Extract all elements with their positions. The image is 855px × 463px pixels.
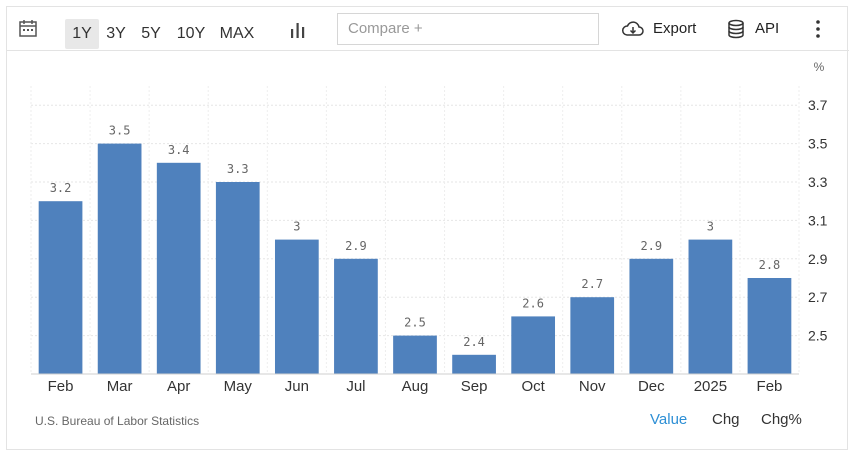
view-chgpct-tab[interactable]: Chg% <box>761 411 802 428</box>
more-options-icon[interactable] <box>815 19 821 39</box>
y-tick-label: 2.7 <box>808 289 828 305</box>
bar <box>38 201 83 374</box>
export-label: Export <box>653 20 697 37</box>
view-chg-tab[interactable]: Chg <box>712 411 740 428</box>
x-tick-label: Jun <box>285 378 309 395</box>
y-tick-label: 3.1 <box>808 212 828 228</box>
bar <box>215 182 260 374</box>
bar-value-label: 3.3 <box>227 162 249 176</box>
bar-value-label: 3 <box>707 220 714 234</box>
bar <box>570 297 615 374</box>
bar-value-label: 2.9 <box>640 239 662 253</box>
bar-value-label: 2.9 <box>345 239 367 253</box>
api-button[interactable]: API <box>727 15 787 43</box>
bar <box>156 162 201 374</box>
compare-input[interactable]: Compare + <box>337 13 599 45</box>
bar <box>393 335 437 374</box>
x-tick-label: Oct <box>521 378 545 395</box>
bar <box>511 316 556 374</box>
bar <box>452 354 496 374</box>
range-1y-button[interactable]: 1Y <box>65 19 99 49</box>
bar <box>334 258 378 374</box>
database-icon <box>728 19 744 39</box>
chart-type-icon[interactable] <box>289 21 307 39</box>
x-tick-label: Apr <box>167 378 190 395</box>
x-tick-label: Dec <box>638 378 665 395</box>
x-tick-label: Feb <box>757 378 783 395</box>
chart-widget: 1Y 3Y 5Y 10Y MAX Compare + Export AP <box>6 6 849 450</box>
y-tick-label: 3.3 <box>808 174 828 190</box>
bar-value-label: 3 <box>293 220 300 234</box>
bar-value-label: 2.8 <box>759 258 781 272</box>
bar <box>747 278 792 374</box>
bar <box>688 239 733 374</box>
view-value-tab[interactable]: Value <box>650 411 688 428</box>
bar-value-label: 2.4 <box>463 335 485 349</box>
bar-value-label: 2.7 <box>581 277 603 291</box>
x-tick-label: Nov <box>579 378 606 395</box>
range-3y-button[interactable]: 3Y <box>106 25 126 42</box>
bar-value-label: 2.6 <box>522 296 544 310</box>
x-tick-label: 2025 <box>694 378 727 395</box>
y-unit-label: % <box>814 60 825 74</box>
x-tick-label: Aug <box>402 378 429 395</box>
x-tick-label: Jul <box>346 378 365 395</box>
export-button[interactable]: Export <box>621 15 701 43</box>
bar <box>97 143 142 374</box>
bar-chart: % 3.7 3.5 3.3 3.1 2.9 2.7 2.5 3.2 Feb 3.5 Mar 3.4 Apr… <box>30 60 828 395</box>
bar-value-label: 3.4 <box>168 143 190 157</box>
range-5y-button[interactable]: 5Y <box>141 25 161 42</box>
calendar-icon[interactable] <box>18 18 38 38</box>
chart-toolbar: 1Y 3Y 5Y 10Y MAX Compare + Export AP <box>7 7 849 51</box>
bar-value-label: 2.5 <box>404 316 426 330</box>
bar <box>274 239 319 374</box>
bar-value-label: 3.5 <box>109 124 131 138</box>
y-tick-label: 3.7 <box>808 97 828 113</box>
x-tick-label: Sep <box>461 378 488 395</box>
cloud-download-icon <box>622 21 644 36</box>
api-label: API <box>755 20 780 37</box>
bar-value-label: 3.2 <box>50 181 72 195</box>
x-tick-label: Mar <box>107 378 133 395</box>
source-label: U.S. Bureau of Labor Statistics <box>35 414 200 428</box>
y-tick-label: 2.5 <box>808 328 828 344</box>
x-tick-label: May <box>224 378 253 395</box>
range-10y-button[interactable]: 10Y <box>176 25 206 42</box>
x-tick-label: Feb <box>48 378 74 395</box>
y-tick-label: 3.5 <box>808 136 828 152</box>
range-max-button[interactable]: MAX <box>219 25 255 42</box>
y-tick-label: 2.9 <box>808 251 828 267</box>
bar <box>629 258 674 374</box>
